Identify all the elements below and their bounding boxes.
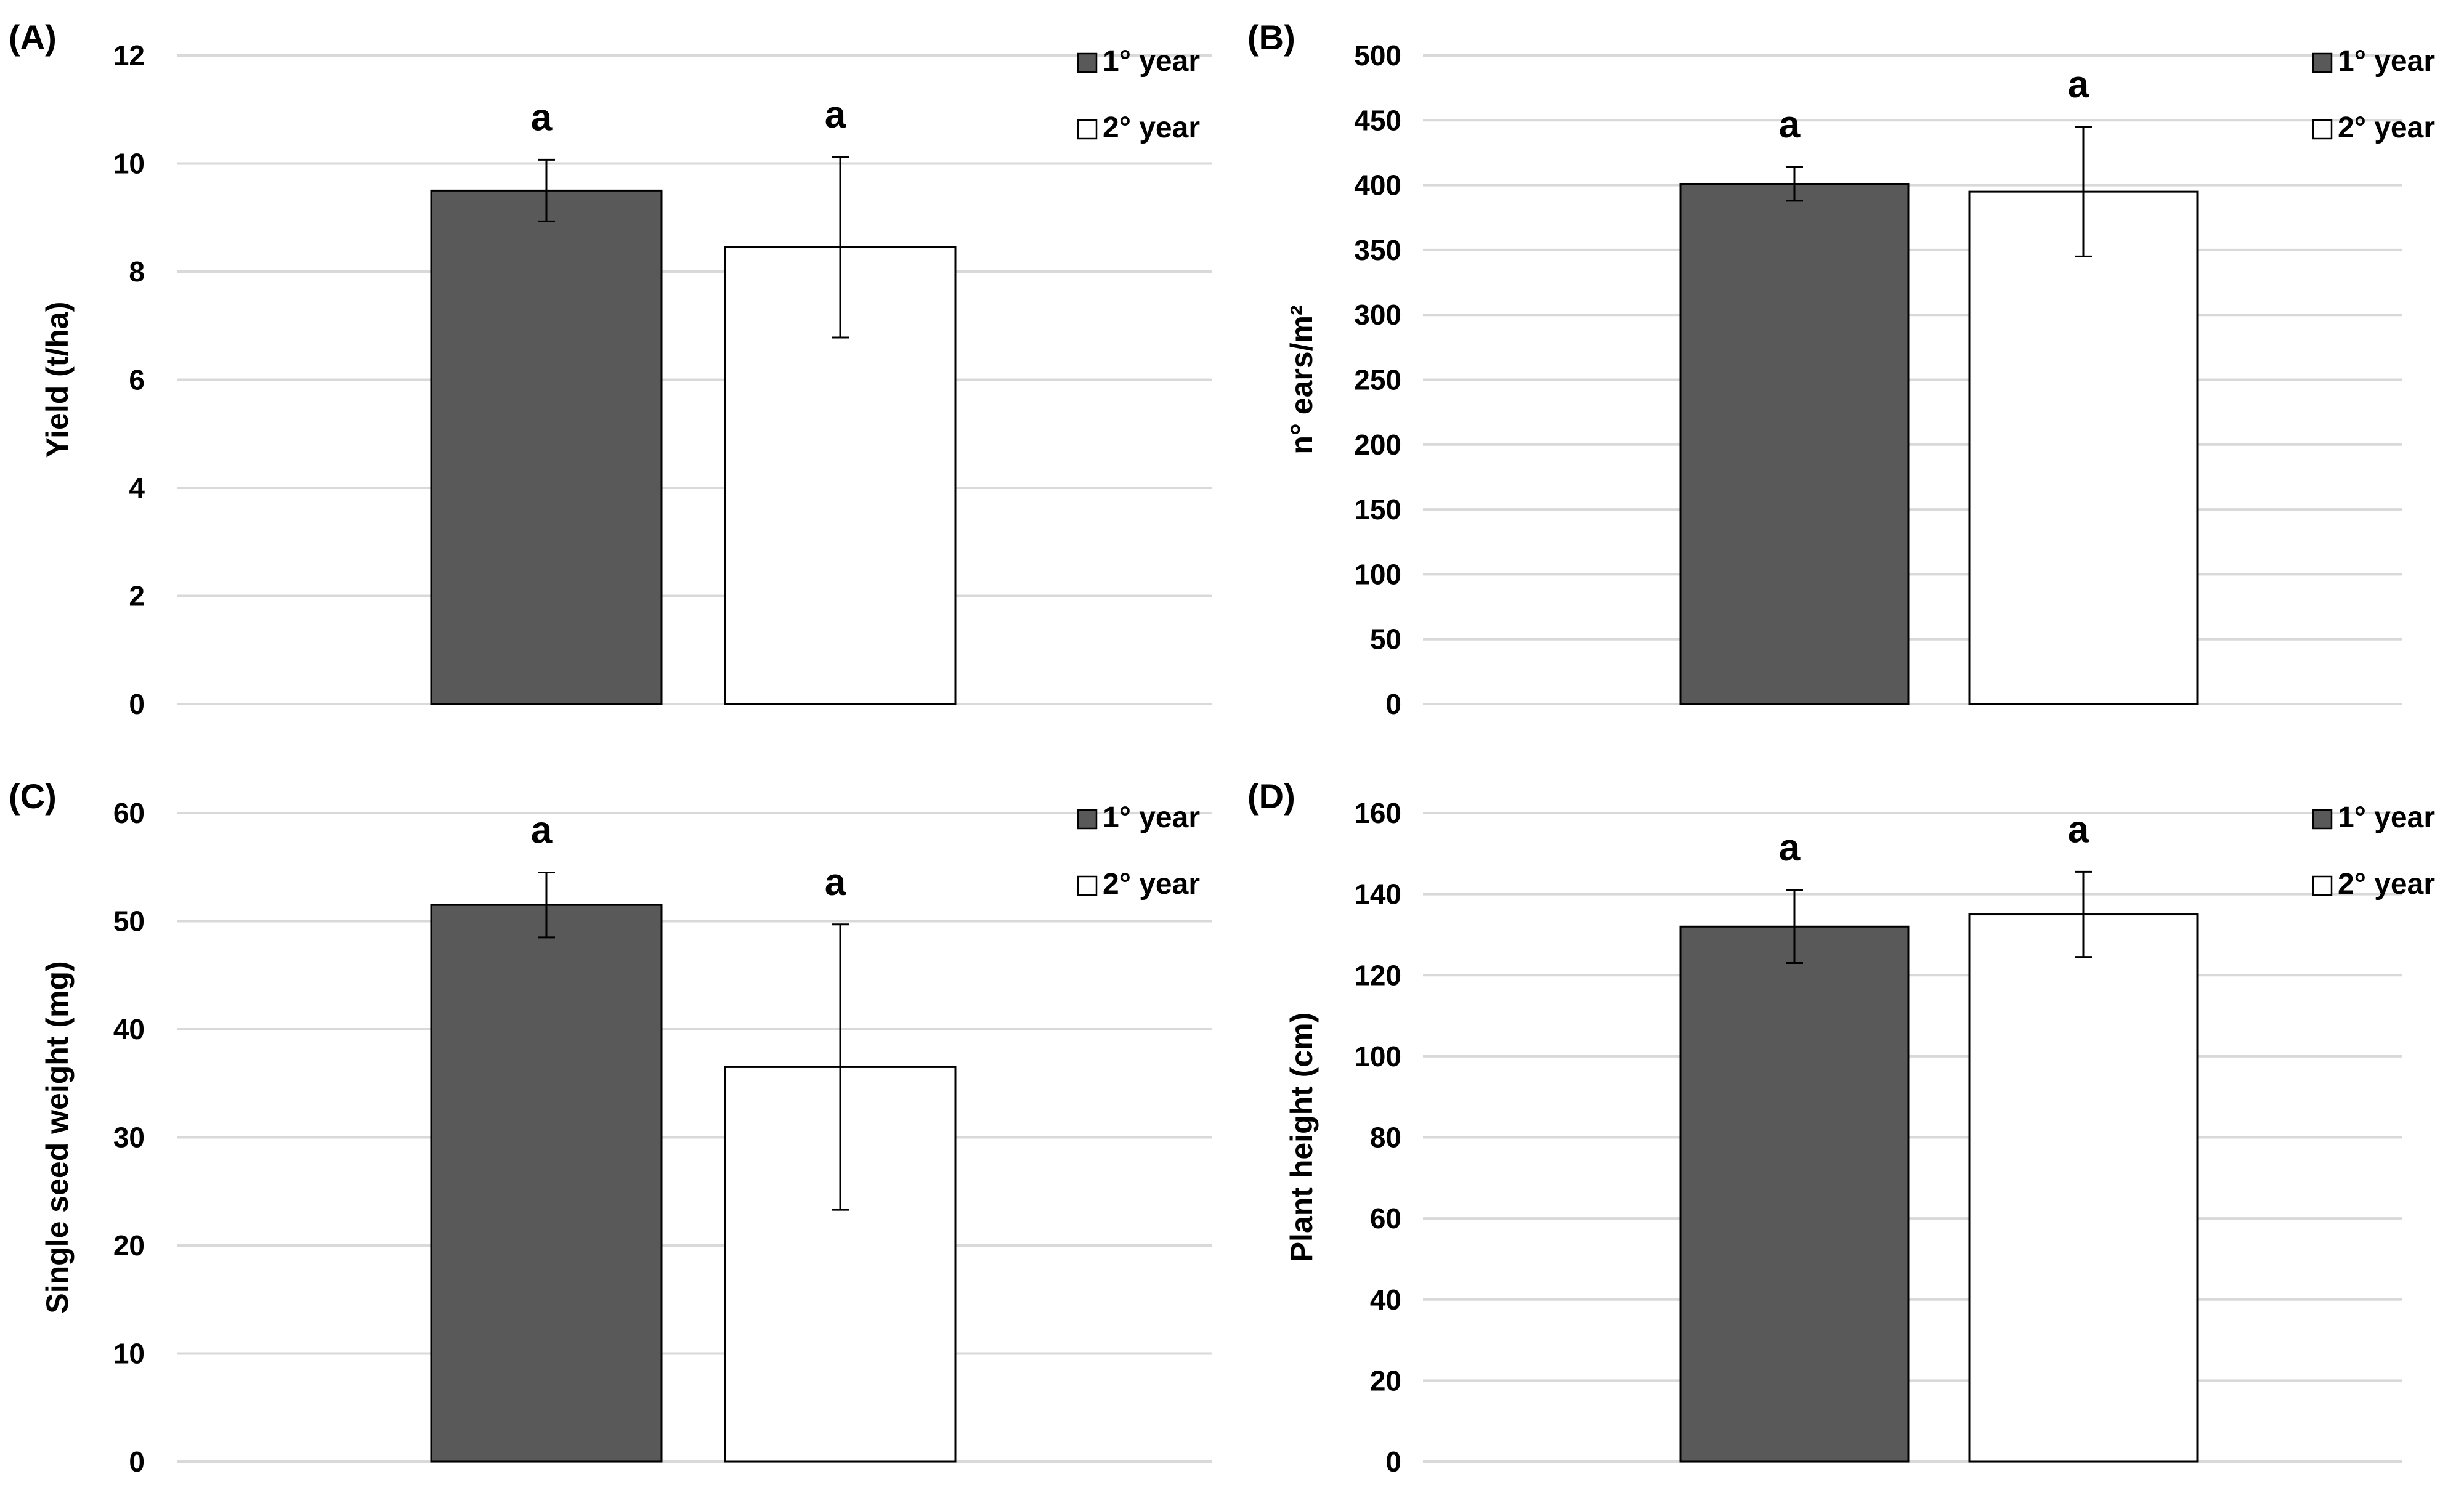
- legend-swatch-year1: [2312, 52, 2333, 73]
- significance-letter: a: [1779, 827, 1801, 869]
- y-tick-label: 50: [113, 905, 145, 937]
- panel-label: (D): [1247, 777, 1295, 816]
- y-tick-label: 40: [1370, 1284, 1401, 1316]
- error-bar: [2075, 126, 2092, 257]
- y-tick-label: 250: [1354, 364, 1401, 396]
- bar-year1: [430, 904, 663, 1463]
- significance-letter: a: [825, 94, 846, 136]
- legend: 1° year 2° year: [2312, 45, 2435, 144]
- y-tick-label: 0: [1385, 1446, 1401, 1478]
- significance-letter: a: [531, 809, 553, 852]
- y-tick-label: 30: [113, 1122, 145, 1154]
- y-tick-label: 2: [129, 580, 145, 612]
- legend-swatch-year2: [2312, 119, 2333, 140]
- legend-swatch-year2: [1077, 875, 1098, 896]
- y-tick-label: 300: [1354, 299, 1401, 331]
- bar-year1: [1679, 925, 1910, 1463]
- significance-letter: a: [2068, 808, 2089, 851]
- y-tick-label: 60: [1370, 1202, 1401, 1234]
- legend-label: 1° year: [1103, 801, 1200, 834]
- legend-label: 1° year: [2338, 801, 2435, 834]
- legend-label: 2° year: [2338, 111, 2435, 144]
- y-tick-label: 4: [129, 472, 145, 504]
- y-tick-label: 400: [1354, 169, 1401, 201]
- y-tick-label: 350: [1354, 234, 1401, 266]
- y-tick-label: 0: [1385, 688, 1401, 720]
- chart-panel-b: 0 50 100 150 200 250 300 350 400 450 500 (B) n° ears…: [1247, 18, 2435, 720]
- y-tick-label: 10: [113, 1338, 145, 1370]
- y-tick-label: 120: [1354, 959, 1401, 991]
- y-tick-label: 20: [113, 1229, 145, 1261]
- error-bar: [832, 923, 849, 1211]
- y-tick-label: 50: [1370, 623, 1401, 655]
- panel-label: (B): [1247, 18, 1295, 57]
- significance-letter: a: [1779, 103, 1801, 146]
- error-bar: [1786, 166, 1803, 202]
- y-tick-label: 6: [129, 364, 145, 396]
- legend-label: 2° year: [1103, 111, 1200, 144]
- y-tick-label: 200: [1354, 429, 1401, 461]
- legend-swatch-year1: [1077, 52, 1098, 73]
- y-tick-label: 100: [1354, 558, 1401, 590]
- y-tick-label: 150: [1354, 493, 1401, 525]
- legend-label: 2° year: [2338, 868, 2435, 901]
- legend-swatch-year2: [1077, 119, 1098, 140]
- y-tick-label: 60: [113, 797, 145, 829]
- y-tick-label: 0: [129, 688, 145, 720]
- chart-panel-a: 0 2 4 6 8 10 12 (A) Yield (t/ha) a a 1° year 2° year: [9, 18, 1212, 720]
- legend-swatch-year1: [2312, 809, 2333, 830]
- legend-label: 1° year: [2338, 45, 2435, 78]
- y-axis-label: Single seed weight (mg): [40, 961, 75, 1313]
- panel-label: (C): [9, 777, 57, 816]
- bar-year2: [1968, 913, 2199, 1463]
- error-bar: [538, 158, 555, 222]
- y-tick-label: 450: [1354, 104, 1401, 136]
- legend: 1° year 2° year: [2312, 801, 2435, 901]
- legend-label: 2° year: [1103, 868, 1200, 901]
- error-bar: [2075, 870, 2092, 958]
- y-tick-label: 0: [129, 1446, 145, 1478]
- y-tick-label: 80: [1370, 1122, 1401, 1154]
- chart-panel-c: 0 10 20 30 40 50 60 (C) Single seed weight (mg) a…: [9, 777, 1212, 1478]
- y-tick-label: 20: [1370, 1364, 1401, 1396]
- legend: 1° year 2° year: [1077, 45, 1200, 144]
- legend: 1° year 2° year: [1077, 801, 1200, 901]
- y-tick-label: 10: [113, 148, 145, 180]
- y-tick-label: 12: [113, 39, 145, 71]
- y-axis-label: Yield (t/ha): [40, 302, 75, 458]
- significance-letter: a: [825, 861, 846, 904]
- y-tick-label: 160: [1354, 797, 1401, 829]
- y-tick-label: 8: [129, 256, 145, 288]
- error-bar: [832, 156, 849, 339]
- chart-panel-d: 0 20 40 60 80 100 120 140 160 (D) Plant height (cm…: [1247, 777, 2435, 1478]
- y-tick-label: 100: [1354, 1040, 1401, 1072]
- legend-swatch-year1: [1077, 809, 1098, 830]
- y-axis-label: Plant height (cm): [1284, 1013, 1319, 1263]
- error-bar: [1786, 889, 1803, 965]
- y-tick-label: 500: [1354, 39, 1401, 71]
- significance-letter: a: [2068, 63, 2089, 106]
- y-tick-label: 40: [113, 1013, 145, 1045]
- y-axis-label: n° ears/m²: [1284, 305, 1319, 454]
- legend-swatch-year2: [2312, 875, 2333, 896]
- bar-year1: [430, 189, 663, 705]
- panel-label: (A): [9, 18, 57, 57]
- bar-year1: [1679, 182, 1910, 705]
- y-tick-label: 140: [1354, 878, 1401, 910]
- error-bar: [538, 872, 555, 939]
- bar-year2: [1968, 190, 2199, 705]
- significance-letter: a: [531, 96, 553, 139]
- legend-label: 1° year: [1103, 45, 1200, 78]
